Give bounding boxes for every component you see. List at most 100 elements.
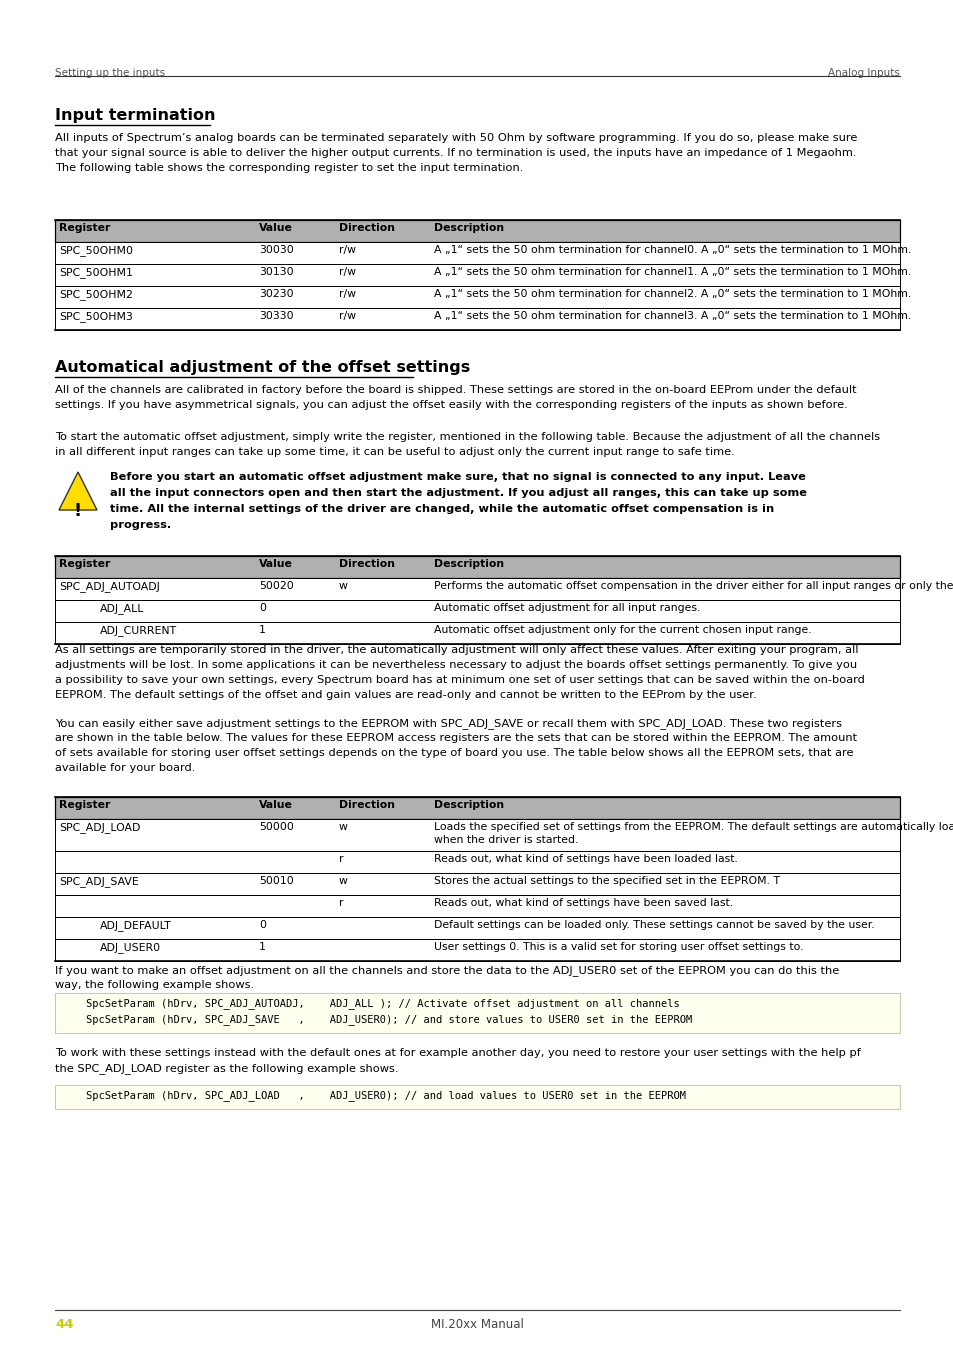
Text: 44: 44 <box>55 1319 73 1331</box>
Text: 30230: 30230 <box>258 289 294 299</box>
Text: w: w <box>338 875 348 886</box>
Text: A „1“ sets the 50 ohm termination for channel2. A „0“ sets the termination to 1 : A „1“ sets the 50 ohm termination for ch… <box>434 289 910 299</box>
Text: settings. If you have asymmetrical signals, you can adjust the offset easily wit: settings. If you have asymmetrical signa… <box>55 400 847 409</box>
Bar <box>55 220 899 242</box>
Text: progress.: progress. <box>110 520 172 530</box>
Text: Direction: Direction <box>338 800 395 811</box>
Text: SPC_50OHM1: SPC_50OHM1 <box>59 267 132 278</box>
Text: of sets available for storing user offset settings depends on the type of board : of sets available for storing user offse… <box>55 748 853 758</box>
Polygon shape <box>59 471 97 509</box>
Text: The following table shows the corresponding register to set the input terminatio: The following table shows the correspond… <box>55 163 523 173</box>
Text: 30030: 30030 <box>258 245 294 255</box>
Text: SPC_ADJ_AUTOADJ: SPC_ADJ_AUTOADJ <box>59 581 160 592</box>
Bar <box>55 851 899 873</box>
Bar <box>55 600 899 621</box>
Text: Value: Value <box>258 800 293 811</box>
Text: SPC_50OHM0: SPC_50OHM0 <box>59 245 132 255</box>
Text: r: r <box>338 854 343 865</box>
Text: Automatical adjustment of the offset settings: Automatical adjustment of the offset set… <box>55 359 470 376</box>
Text: To work with these settings instead with the default ones at for example another: To work with these settings instead with… <box>55 1048 860 1058</box>
Bar <box>55 286 899 308</box>
Text: All inputs of Spectrum’s analog boards can be terminated separately with 50 Ohm : All inputs of Spectrum’s analog boards c… <box>55 132 857 143</box>
Bar <box>55 263 899 286</box>
Text: available for your board.: available for your board. <box>55 763 195 773</box>
Text: Loads the specified set of settings from the EEPROM. The default settings are au: Loads the specified set of settings from… <box>434 821 953 832</box>
Text: time. All the internal settings of the driver are changed, while the automatic o: time. All the internal settings of the d… <box>110 504 774 513</box>
Text: SpcSetParam (hDrv, SPC_ADJ_SAVE   ,    ADJ_USER0); // and store values to USER0 : SpcSetParam (hDrv, SPC_ADJ_SAVE , ADJ_US… <box>61 1015 692 1025</box>
Text: r/w: r/w <box>338 267 355 277</box>
Text: Performs the automatic offset compensation in the driver either for all input ra: Performs the automatic offset compensati… <box>434 581 953 590</box>
Text: SpcSetParam (hDrv, SPC_ADJ_LOAD   ,    ADJ_USER0); // and load values to USER0 s: SpcSetParam (hDrv, SPC_ADJ_LOAD , ADJ_US… <box>61 1090 685 1101</box>
Text: ADJ_DEFAULT: ADJ_DEFAULT <box>100 920 172 931</box>
Bar <box>55 819 899 851</box>
Bar <box>55 993 899 1034</box>
Text: SPC_ADJ_SAVE: SPC_ADJ_SAVE <box>59 875 138 886</box>
Bar <box>55 578 899 600</box>
Bar <box>55 557 899 578</box>
Bar <box>55 1085 899 1109</box>
Text: SPC_ADJ_LOAD: SPC_ADJ_LOAD <box>59 821 140 834</box>
Text: Analog Inputs: Analog Inputs <box>827 68 899 78</box>
Text: ADJ_CURRENT: ADJ_CURRENT <box>100 626 177 636</box>
Bar <box>55 939 899 961</box>
Text: 50000: 50000 <box>258 821 294 832</box>
Text: Stores the actual settings to the specified set in the EEPROM. T: Stores the actual settings to the specif… <box>434 875 780 886</box>
Text: Description: Description <box>434 800 503 811</box>
Text: SPC_50OHM3: SPC_50OHM3 <box>59 311 132 322</box>
Text: Value: Value <box>258 559 293 569</box>
Text: Default settings can be loaded only. These settings cannot be saved by the user.: Default settings can be loaded only. The… <box>434 920 874 929</box>
Text: in all different input ranges can take up some time, it can be useful to adjust : in all different input ranges can take u… <box>55 447 734 457</box>
Bar <box>55 797 899 819</box>
Text: all the input connectors open and then start the adjustment. If you adjust all r: all the input connectors open and then s… <box>110 488 806 499</box>
Text: As all settings are temporarily stored in the driver, the automatically adjustme: As all settings are temporarily stored i… <box>55 644 858 655</box>
Text: the SPC_ADJ_LOAD register as the following example shows.: the SPC_ADJ_LOAD register as the followi… <box>55 1063 398 1074</box>
Text: Automatic offset adjustment for all input ranges.: Automatic offset adjustment for all inpu… <box>434 603 700 613</box>
Text: Description: Description <box>434 223 503 232</box>
Text: r/w: r/w <box>338 289 355 299</box>
Bar <box>55 308 899 330</box>
Text: w: w <box>338 581 348 590</box>
Text: Automatic offset adjustment only for the current chosen input range.: Automatic offset adjustment only for the… <box>434 626 811 635</box>
Text: r/w: r/w <box>338 311 355 322</box>
Text: SpcSetParam (hDrv, SPC_ADJ_AUTOADJ,    ADJ_ALL ); // Activate offset adjustment : SpcSetParam (hDrv, SPC_ADJ_AUTOADJ, ADJ_… <box>61 998 679 1009</box>
Text: 30130: 30130 <box>258 267 294 277</box>
Text: MI.20xx Manual: MI.20xx Manual <box>431 1319 523 1331</box>
Text: Register: Register <box>59 223 111 232</box>
Text: SPC_50OHM2: SPC_50OHM2 <box>59 289 132 300</box>
Text: A „1“ sets the 50 ohm termination for channel0. A „0“ sets the termination to 1 : A „1“ sets the 50 ohm termination for ch… <box>434 245 910 255</box>
Text: EEPROM. The default settings of the offset and gain values are read-only and can: EEPROM. The default settings of the offs… <box>55 690 756 700</box>
Text: Value: Value <box>258 223 293 232</box>
Bar <box>55 621 899 644</box>
Text: Setting up the inputs: Setting up the inputs <box>55 68 165 78</box>
Text: ADJ_USER0: ADJ_USER0 <box>100 942 161 952</box>
Text: adjustments will be lost. In some applications it can be nevertheless necessary : adjustments will be lost. In some applic… <box>55 661 856 670</box>
Text: r: r <box>338 898 343 908</box>
Text: when the driver is started.: when the driver is started. <box>434 835 578 844</box>
Bar <box>55 242 899 263</box>
Text: 1: 1 <box>258 942 266 952</box>
Text: ADJ_ALL: ADJ_ALL <box>100 603 144 613</box>
Text: All of the channels are calibrated in factory before the board is shipped. These: All of the channels are calibrated in fa… <box>55 385 856 394</box>
Text: w: w <box>338 821 348 832</box>
Text: To start the automatic offset adjustment, simply write the register, mentioned i: To start the automatic offset adjustment… <box>55 432 880 442</box>
Text: If you want to make an offset adjustment on all the channels and store the data : If you want to make an offset adjustment… <box>55 965 839 975</box>
Text: Direction: Direction <box>338 559 395 569</box>
Text: a possibility to save your own settings, every Spectrum board has at minimum one: a possibility to save your own settings,… <box>55 676 864 685</box>
Text: 0: 0 <box>258 920 266 929</box>
Text: are shown in the table below. The values for these EEPROM access registers are t: are shown in the table below. The values… <box>55 734 856 743</box>
Text: Direction: Direction <box>338 223 395 232</box>
Text: Input termination: Input termination <box>55 108 215 123</box>
Bar <box>55 917 899 939</box>
Text: Before you start an automatic offset adjustment make sure, that no signal is con: Before you start an automatic offset adj… <box>110 471 805 482</box>
Text: 50010: 50010 <box>258 875 294 886</box>
Text: 50020: 50020 <box>258 581 294 590</box>
Text: Reads out, what kind of settings have been saved last.: Reads out, what kind of settings have be… <box>434 898 732 908</box>
Text: 1: 1 <box>258 626 266 635</box>
Text: way, the following example shows.: way, the following example shows. <box>55 979 253 990</box>
Text: Register: Register <box>59 559 111 569</box>
Bar <box>55 873 899 894</box>
Text: Reads out, what kind of settings have been loaded last.: Reads out, what kind of settings have be… <box>434 854 737 865</box>
Text: r/w: r/w <box>338 245 355 255</box>
Text: 0: 0 <box>258 603 266 613</box>
Text: Register: Register <box>59 800 111 811</box>
